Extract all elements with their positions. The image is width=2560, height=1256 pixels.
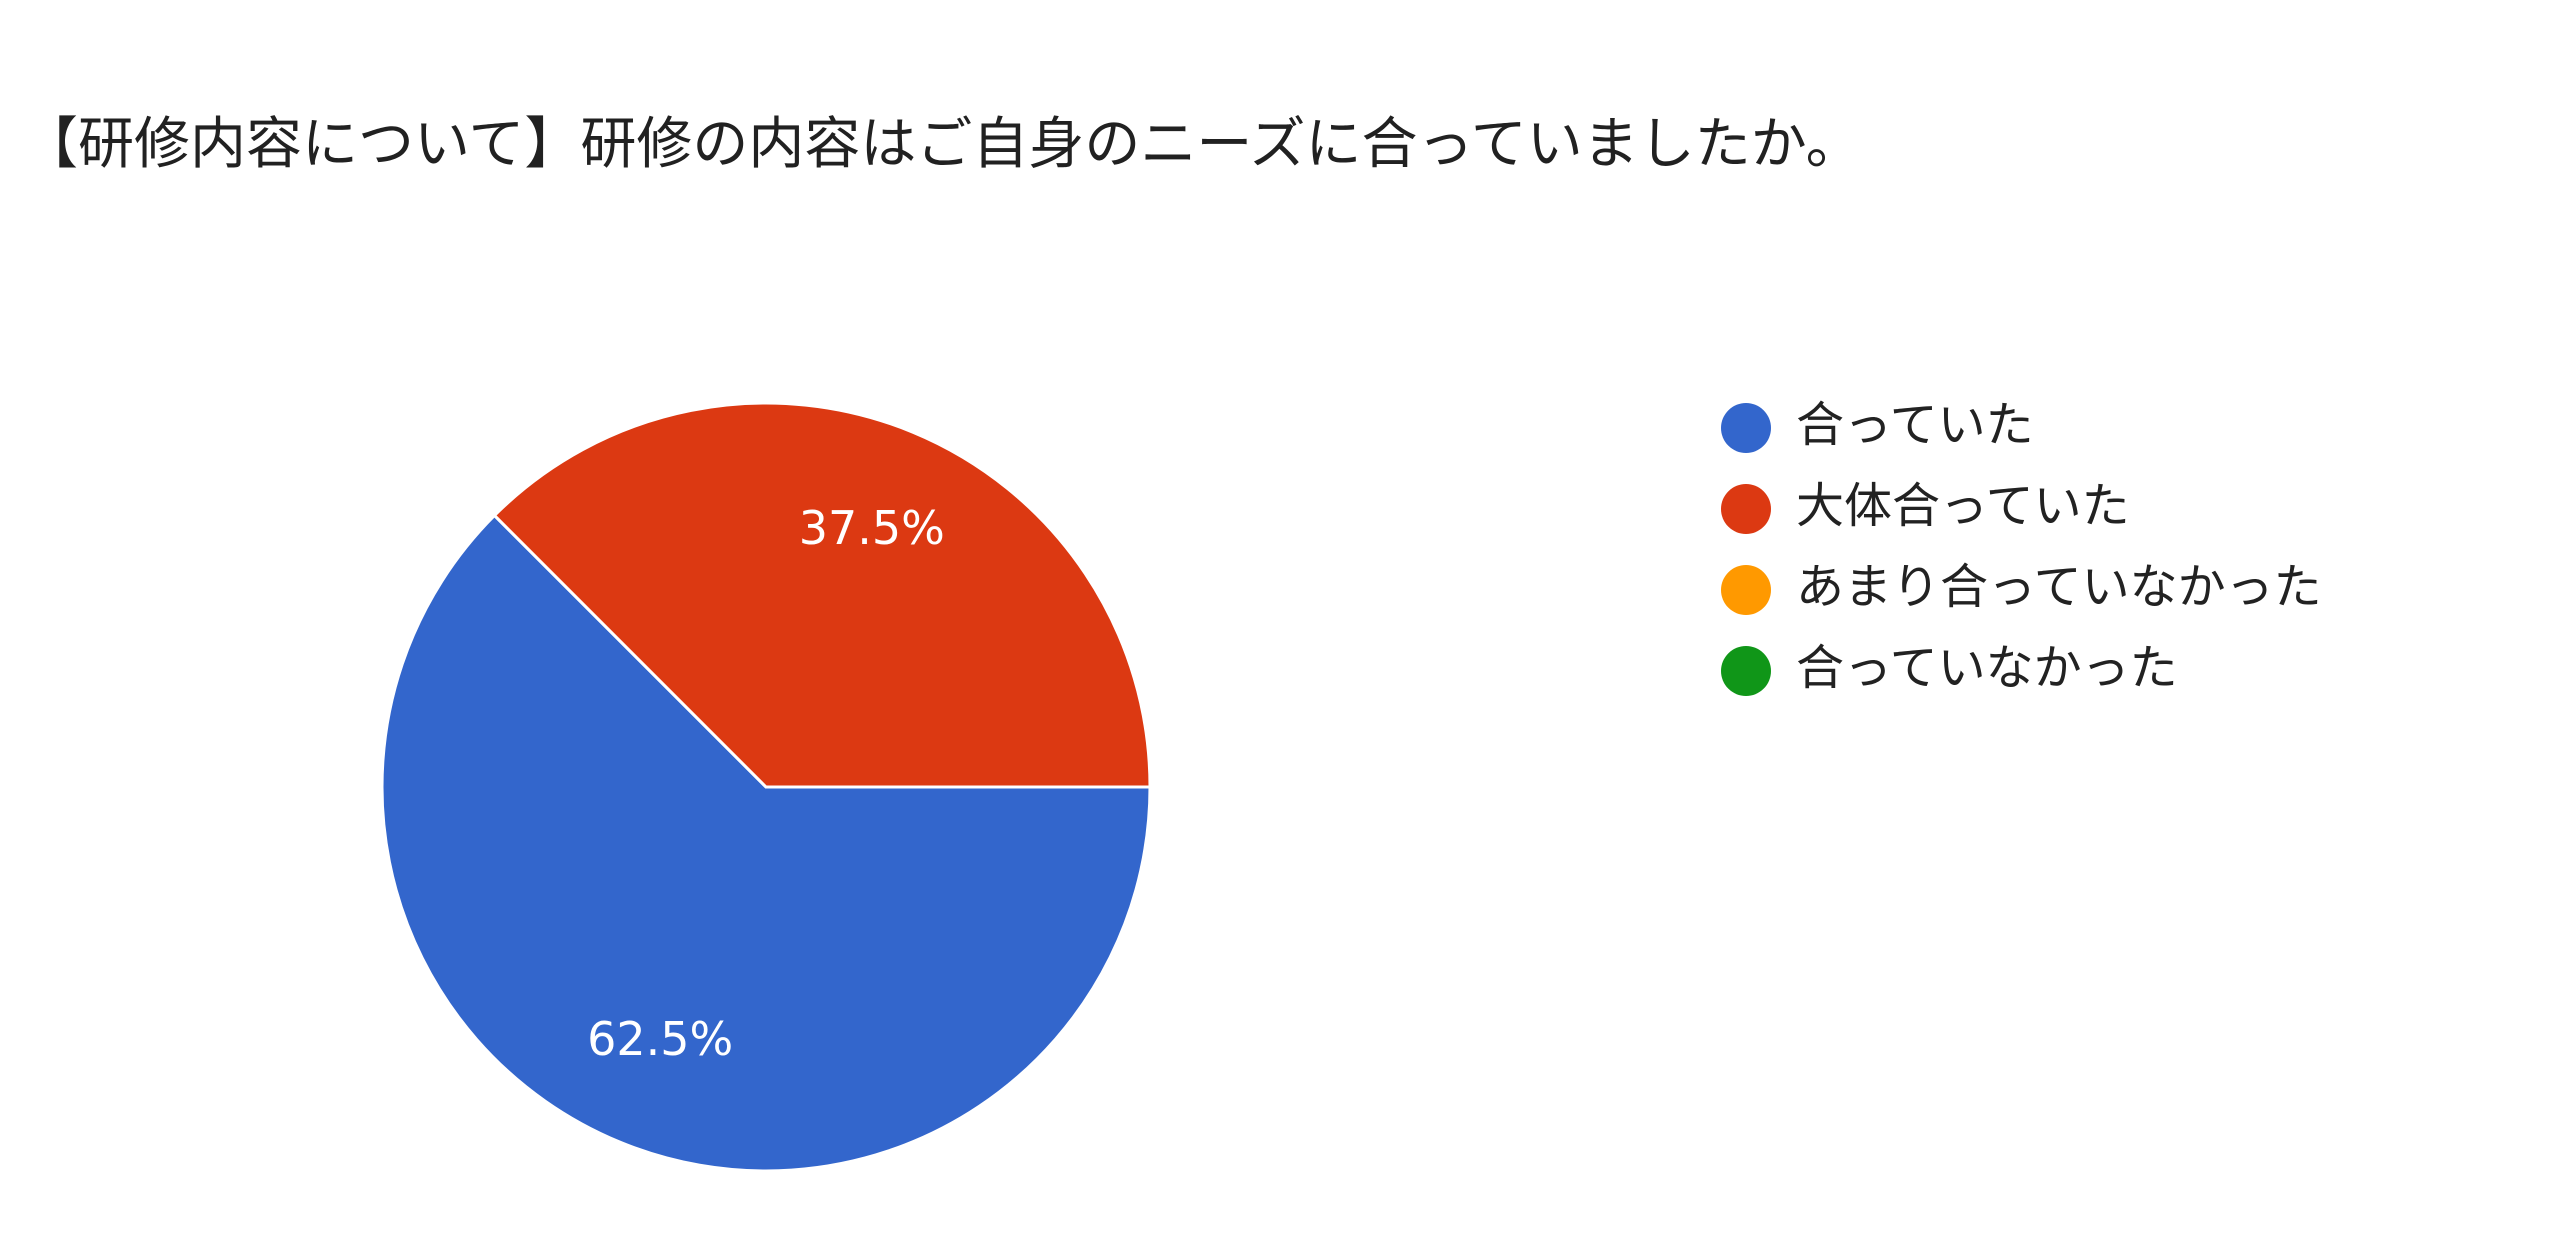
legend-label: 合っていた [1796,397,2034,453]
pie-slice [492,401,1152,789]
data-label: 62.5% [587,1012,733,1066]
legend-label: 合っていなかった [1796,640,2178,696]
data-label: 37.5% [799,501,945,555]
legend-marker [1721,565,1771,615]
legend-marker [1721,403,1771,453]
legend-label: あまり合っていなかった [1796,559,2322,615]
pie-slice [380,513,1152,1173]
legend-label: 大体合っていた [1796,478,2130,534]
legend-marker [1721,646,1771,696]
legend-marker [1721,484,1771,534]
chart-title: 【研修内容について】研修の内容はご自身のニーズに合っていましたか。 [22,112,1862,177]
